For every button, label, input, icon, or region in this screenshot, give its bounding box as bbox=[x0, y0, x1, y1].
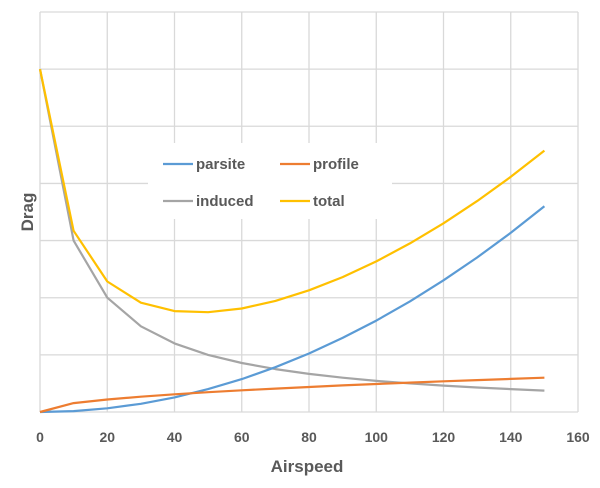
legend: parsite profile induced total bbox=[148, 143, 392, 219]
x-axis-title: Airspeed bbox=[271, 457, 344, 476]
series-line-profile bbox=[39, 376, 545, 414]
legend-label: total bbox=[313, 193, 345, 210]
legend-item-parsite: parsite bbox=[163, 156, 245, 173]
legend-label: profile bbox=[313, 156, 359, 173]
legend-item-induced: induced bbox=[163, 193, 254, 210]
series-line-parsite bbox=[39, 205, 546, 414]
x-tick-label: 100 bbox=[365, 429, 389, 445]
x-tick-label: 140 bbox=[499, 429, 523, 445]
legend-background bbox=[148, 143, 392, 219]
x-tick-label: 20 bbox=[99, 429, 115, 445]
x-tick-label: 160 bbox=[566, 429, 590, 445]
x-tick-label: 60 bbox=[234, 429, 250, 445]
y-axis-title: Drag bbox=[18, 193, 37, 232]
x-tick-label: 80 bbox=[301, 429, 317, 445]
x-axis-ticks: 0 20 40 60 80 100 120 140 160 bbox=[36, 429, 590, 445]
legend-item-total: total bbox=[280, 193, 345, 210]
x-tick-label: 40 bbox=[167, 429, 183, 445]
x-tick-label: 120 bbox=[432, 429, 456, 445]
legend-item-profile: profile bbox=[280, 156, 359, 173]
x-tick-label: 0 bbox=[36, 429, 44, 445]
series-line-total bbox=[38, 68, 546, 314]
legend-label: parsite bbox=[196, 156, 245, 173]
legend-label: induced bbox=[196, 193, 254, 210]
data-series bbox=[38, 68, 546, 414]
series-line-induced bbox=[38, 68, 545, 392]
